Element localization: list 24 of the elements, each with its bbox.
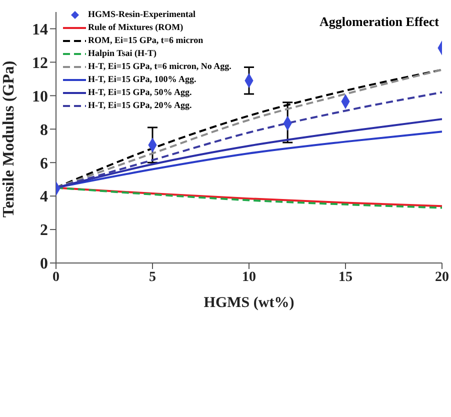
y-tick-label: 12 bbox=[32, 54, 48, 72]
legend-label: Rule of Mixtures (ROM) bbox=[88, 21, 184, 34]
legend-label: H-T, Ei=15 GPa, 20% Agg. bbox=[88, 99, 192, 112]
y-tick-label: 0 bbox=[40, 256, 48, 273]
x-axis-title: HGMS (wt%) bbox=[204, 295, 294, 311]
x-tick-label: 0 bbox=[52, 270, 60, 285]
chart-title: Agglomeration Effect bbox=[320, 14, 439, 30]
y-tick-label: 4 bbox=[40, 188, 48, 206]
y-tick-label: 10 bbox=[32, 88, 48, 106]
x-tick-label: 20 bbox=[435, 270, 449, 285]
y-tick-label: 6 bbox=[40, 155, 48, 172]
legend-label: HGMS-Resin-Experimental bbox=[88, 8, 196, 21]
legend-label: Halpin Tsai (H-T) bbox=[88, 47, 157, 60]
legend-label: H-T, Ei=15 GPa, 100% Agg. bbox=[88, 73, 196, 86]
legend-label: H-T, Ei=15 GPa, t=6 micron, No Agg. bbox=[88, 60, 232, 73]
y-tick-label: 2 bbox=[40, 222, 48, 240]
x-tick-label: 10 bbox=[242, 270, 256, 285]
x-tick-label: 5 bbox=[149, 270, 156, 285]
y-tick-label: 8 bbox=[40, 122, 48, 139]
legend-label: H-T, Ei=15 GPa, 50% Agg. bbox=[88, 86, 192, 99]
y-tick-label: 14 bbox=[32, 21, 48, 38]
x-tick-label: 15 bbox=[338, 270, 352, 285]
legend-label: ROM, Ei=15 GPa, t=6 micron bbox=[88, 34, 204, 47]
y-axis-title: Tensile Modulus (GPa) bbox=[0, 60, 18, 218]
